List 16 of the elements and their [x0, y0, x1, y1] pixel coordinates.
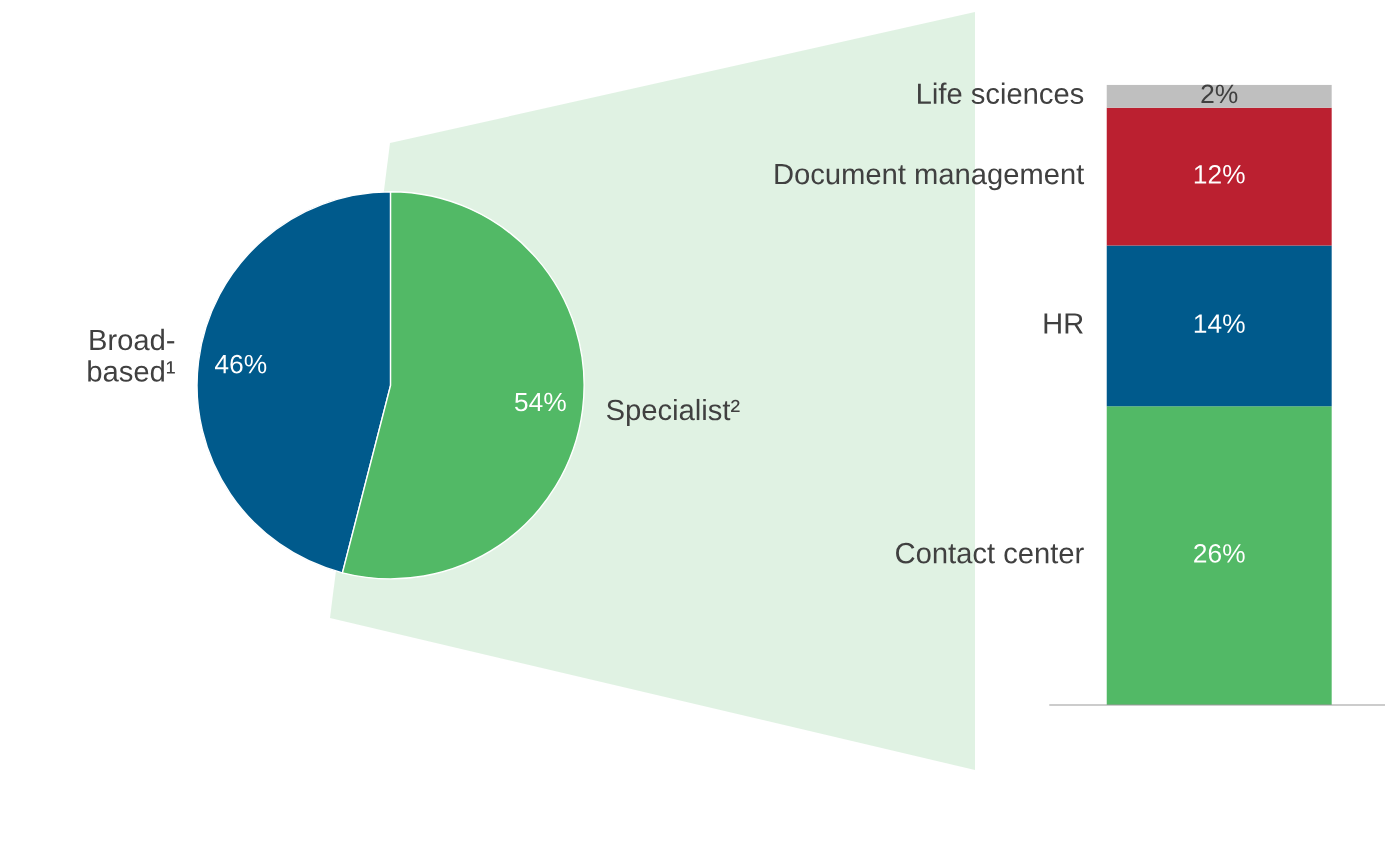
bar	[1106, 245, 1332, 407]
slice-label: Broad- based¹	[88, 328, 175, 382]
series-label: Contact center	[896, 542, 1084, 564]
bar	[1106, 406, 1332, 706]
series-label: Life sciences	[918, 82, 1084, 104]
series-label: HR	[1044, 313, 1083, 334]
slice-label: Specialist²	[606, 398, 740, 427]
data-label: 54%	[514, 392, 566, 412]
bar	[1106, 84, 1332, 108]
data-label: 26%	[1194, 544, 1245, 563]
series-label: Document management	[775, 164, 1085, 191]
data-label: 14%	[1194, 314, 1245, 333]
data-label: 2%	[1201, 84, 1238, 104]
data-label: 46%	[215, 354, 267, 374]
bar	[1106, 107, 1332, 246]
data-label: 12%	[1194, 164, 1245, 184]
